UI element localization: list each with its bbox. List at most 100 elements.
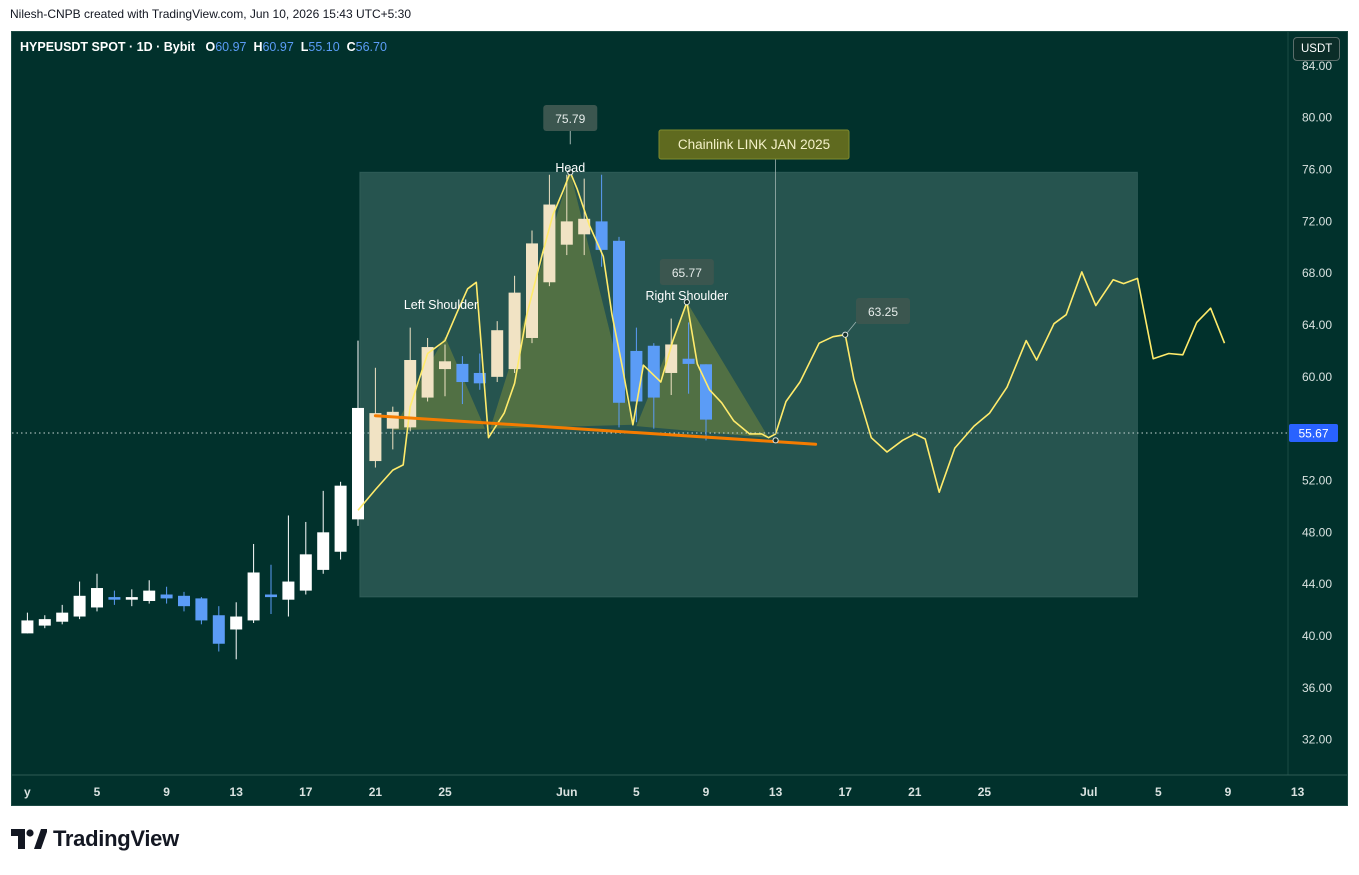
x-tick-label: 13 (1291, 785, 1305, 799)
right-shoulder-value: 65.77 (672, 266, 702, 280)
candle (578, 218, 591, 235)
plot-area: 75.79 Head Left Shoulder 65.77 Right Shoulde… (12, 105, 1288, 660)
x-tick-label: 25 (438, 785, 452, 799)
candle (91, 588, 103, 608)
y-tick-label: 44.00 (1302, 577, 1332, 591)
projection-value-box (856, 298, 910, 324)
candle (125, 597, 138, 600)
x-tick-label: 5 (633, 785, 640, 799)
candle (195, 598, 208, 621)
candle (56, 612, 69, 622)
tradingview-wordmark: TradingView (53, 826, 179, 851)
reference-label: Chainlink LINK JAN 2025 (678, 137, 830, 152)
candle (613, 240, 625, 403)
pattern-point (567, 169, 574, 176)
right-shoulder-label: Right Shoulder (646, 289, 729, 303)
projection-callout-line (846, 321, 857, 333)
candle (369, 413, 382, 462)
candle (526, 243, 538, 338)
candle (491, 330, 504, 377)
x-tick-label: 13 (230, 785, 244, 799)
y-tick-label: 40.00 (1302, 629, 1332, 643)
y-tick-label: 52.00 (1302, 473, 1332, 487)
right-shoulder-value-box (659, 259, 714, 285)
candle (439, 361, 451, 370)
x-tick-label: 17 (299, 785, 313, 799)
y-tick-label: 48.00 (1302, 525, 1332, 539)
candle (386, 411, 399, 429)
symbol-name[interactable]: HYPEUSDT SPOT · 1D · Bybit (20, 40, 196, 54)
neckline (373, 414, 818, 446)
candle (456, 363, 469, 383)
y-tick-label: 84.00 (1302, 59, 1332, 73)
x-tick-label: 5 (1155, 785, 1162, 799)
legend-high: H60.97 (253, 40, 294, 54)
x-tick-label: 9 (703, 785, 710, 799)
legend-open: O60.97 (205, 40, 247, 54)
candle (265, 594, 277, 598)
reference-label-box (658, 129, 850, 160)
head-value: 75.79 (555, 112, 585, 126)
legend-low: L55.10 (300, 40, 340, 54)
left-shoulder-label: Left Shoulder (404, 298, 478, 312)
candle (38, 619, 51, 626)
chart-attribution: Nilesh-CNPB created with TradingView.com… (10, 7, 411, 21)
range-box (359, 171, 1139, 598)
candle (143, 590, 156, 601)
candle (700, 364, 712, 420)
current-price-tag (1289, 423, 1338, 442)
candle (508, 292, 521, 370)
currency-button[interactable]: USDT (1293, 37, 1341, 61)
candle (473, 372, 486, 384)
y-tick-label: 76.00 (1302, 163, 1332, 177)
y-tick-label: 32.00 (1302, 733, 1332, 747)
candle (282, 581, 295, 600)
candle (230, 616, 243, 630)
candle (108, 597, 121, 600)
y-tick-label: 72.00 (1302, 214, 1332, 228)
y-tick-label: 68.00 (1302, 266, 1332, 280)
candle (73, 595, 86, 617)
candle (421, 347, 434, 398)
chart-pane[interactable] (11, 31, 1348, 806)
overlay-line (357, 171, 1226, 511)
candle (212, 615, 225, 644)
pattern-point (842, 331, 849, 338)
head-label: Head (555, 161, 585, 175)
candle (160, 594, 173, 599)
candle (299, 554, 312, 591)
x-tick-label: 25 (978, 785, 992, 799)
x-tick-label: 21 (369, 785, 383, 799)
x-tick-label: 17 (839, 785, 853, 799)
legend-close: C56.70 (346, 40, 387, 54)
y-tick-label: 60.00 (1302, 370, 1332, 384)
tradingview-brand[interactable]: TradingView (11, 826, 179, 852)
projection-value: 63.25 (868, 305, 898, 319)
candle (630, 350, 643, 402)
x-tick-label: Jul (1080, 785, 1097, 799)
y-tick-label: 64.00 (1302, 318, 1332, 332)
x-tick-label: 5 (94, 785, 101, 799)
candle (404, 360, 417, 428)
candle (595, 221, 608, 250)
x-tick-label: y (24, 785, 31, 799)
tradingview-logo-icon (11, 829, 47, 849)
candle (647, 345, 660, 398)
head-value-box (543, 105, 598, 131)
x-tick-label: Jun (556, 785, 577, 799)
x-tick-label: 21 (908, 785, 922, 799)
pattern-point (683, 298, 690, 306)
pattern-region (490, 172, 633, 429)
candle (665, 344, 678, 373)
candle (560, 221, 573, 245)
candle (178, 595, 190, 607)
y-tick-label: 80.00 (1302, 111, 1332, 125)
pattern-point (772, 437, 779, 444)
candle (21, 620, 34, 634)
candle (352, 407, 364, 520)
candle (334, 485, 347, 552)
y-tick-label: 36.00 (1302, 681, 1332, 695)
x-tick-label: 9 (1225, 785, 1232, 799)
symbol-legend[interactable]: HYPEUSDT SPOT · 1D · Bybit O60.97 H60.97… (20, 40, 387, 54)
